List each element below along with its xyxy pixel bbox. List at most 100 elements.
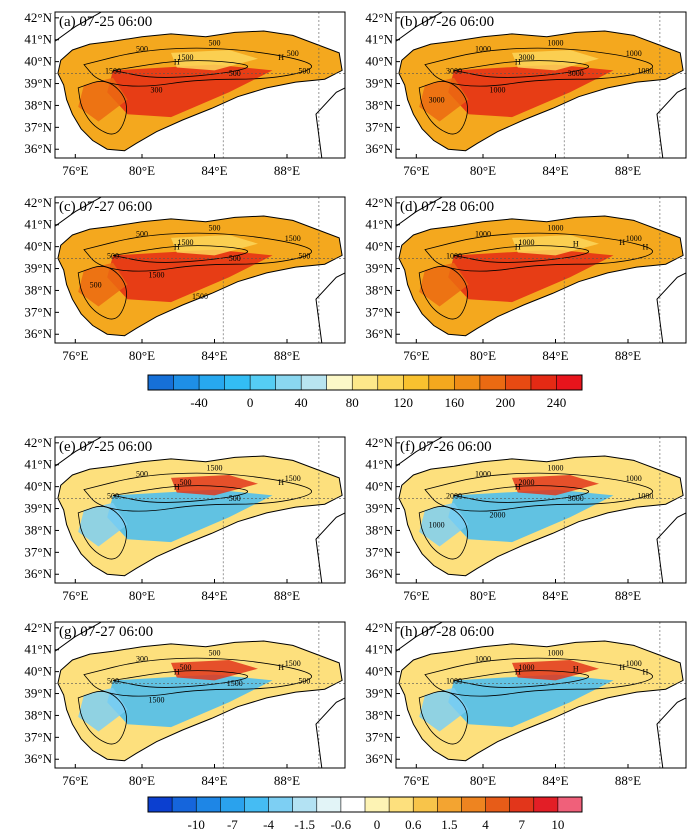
contour-label: 3000 [446,66,462,75]
y-tick-label: 39°N [365,261,393,276]
colorbar-tick-label: 0.6 [405,817,422,832]
x-tick-label: 80°E [129,348,155,363]
colorbar-swatch [413,797,438,812]
contour-label: 1000 [548,224,564,233]
high-marker: H [174,243,180,252]
colorbar-swatch [533,797,559,812]
y-tick-label: 40°N [365,54,393,69]
x-tick-label: 88°E [615,163,641,178]
x-tick-label: 80°E [470,588,496,603]
elevation-contour [83,47,312,87]
colorbar-swatch [437,797,462,812]
high-marker: H [278,53,284,62]
colorbar-tick-label: -1.5 [294,817,315,832]
high-marker: H [619,238,625,247]
contour-label: 1000 [429,521,445,530]
colorbar-swatch [340,797,366,812]
y-tick-label: 41°N [365,642,393,657]
panel-title: (g) 07-27 06:00 [59,624,153,640]
border-line [396,12,443,42]
y-tick-label: 42°N [24,620,52,635]
contour-label: 500 [136,229,148,238]
x-tick-label: 80°E [470,163,496,178]
x-tick-label: 84°E [542,163,568,178]
contour-label: 3000 [568,69,584,78]
contour-label: 500 [136,44,148,53]
field-region [448,489,614,543]
contour-label: 500 [298,66,310,75]
y-tick-label: 36°N [365,566,393,581]
colorbar-swatch [352,375,379,390]
contour-label: 500 [107,491,119,500]
y-tick-label: 42°N [24,195,52,210]
high-marker: H [515,243,521,252]
y-tick-label: 40°N [24,664,52,679]
x-tick-label: 84°E [542,773,568,788]
y-tick-label: 38°N [365,707,393,722]
y-tick-label: 36°N [24,566,52,581]
x-tick-label: 84°E [201,348,227,363]
y-tick-label: 38°N [24,522,52,537]
contour-label: 1500 [178,53,194,62]
colorbar-tick-label: 200 [496,395,516,410]
contour-label: 1500 [227,679,243,688]
colorbar-swatch [173,375,200,390]
high-marker: H [174,483,180,492]
contour-label: 1000 [637,66,653,75]
colorbar-swatch [530,375,557,390]
y-tick-label: 36°N [24,141,52,156]
panel-title: (f) 07-26 06:00 [400,439,492,455]
y-tick-label: 37°N [24,729,52,744]
panel-frame [54,621,346,769]
y-tick-label: 38°N [24,97,52,112]
field-region [448,674,614,728]
x-tick-label: 76°E [403,588,429,603]
contour-label: 500 [180,478,192,487]
colorbar-swatch [428,375,455,390]
x-tick-label: 84°E [542,348,568,363]
y-tick-label: 42°N [365,10,393,25]
border-line [315,697,345,768]
x-tick-label: 76°E [62,588,88,603]
high-marker: H [573,665,579,674]
elevation-contour [112,245,248,263]
high-marker: H [573,240,579,249]
high-marker: H [643,668,649,677]
y-tick-label: 37°N [24,119,52,134]
contour-label: 1000 [626,659,642,668]
y-tick-label: 38°N [365,522,393,537]
contour-label: 500 [209,224,221,233]
field-region [107,489,273,543]
y-tick-label: 40°N [365,664,393,679]
map-panel: 500 500 500 1500 1500 500 500 300 H H (a) 07-25 06… [24,10,346,178]
contour-label: 500 [229,254,241,263]
colorbar-frame [147,374,583,391]
field-region [78,687,128,732]
elevation-contour [112,485,248,503]
field-region [107,674,273,728]
y-tick-label: 39°N [24,76,52,91]
contour-label: 1500 [192,292,208,301]
elevation-contour [418,505,468,560]
colorbar-swatch [326,375,353,390]
contour-label: 1000 [475,44,491,53]
contour-label: 500 [209,649,221,658]
field-region [512,50,599,71]
contour-label: 300 [151,85,163,94]
border-line [656,272,686,343]
colorbar-swatch [365,797,390,812]
elevation-contour [453,670,589,688]
y-tick-label: 41°N [24,642,52,657]
contour-label: 500 [107,251,119,260]
colorbar-tick-label: 240 [547,395,567,410]
x-tick-label: 76°E [62,348,88,363]
elevation-contour [83,472,312,512]
colorbar-tick-label: 40 [295,395,308,410]
border-line [396,622,443,652]
colorbar-swatch [148,797,173,812]
contour-label: 500 [107,676,119,685]
